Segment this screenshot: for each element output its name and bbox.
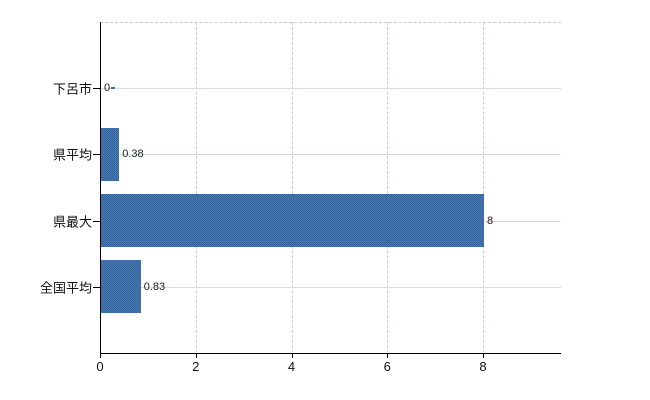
v-gridline	[483, 22, 484, 353]
bar	[101, 260, 141, 314]
x-tick-label: 6	[383, 359, 391, 374]
v-gridline	[195, 22, 197, 353]
h-gridline	[101, 286, 561, 288]
y-tick-mark	[93, 286, 100, 288]
plot-area: 0 0.38 8 0.83	[101, 22, 561, 353]
bar	[101, 194, 484, 248]
y-axis	[100, 22, 101, 354]
h-gridline	[101, 88, 561, 90]
h-gridline	[101, 154, 561, 156]
y-tick-mark	[93, 154, 100, 156]
x-tick-mark	[100, 354, 101, 358]
zero-bar-mark	[111, 87, 115, 90]
value-label: 0.83	[143, 280, 166, 293]
x-tick-mark	[387, 354, 389, 358]
x-tick-label: 2	[192, 359, 200, 374]
value-label: 8	[487, 214, 494, 227]
category-label: 全国平均	[39, 280, 92, 296]
x-tick-mark	[291, 354, 293, 358]
x-tick-mark	[195, 354, 197, 358]
value-label: 0	[104, 82, 111, 95]
v-gridline	[291, 22, 293, 353]
category-label: 県最大	[52, 214, 92, 230]
v-gridline	[387, 22, 389, 353]
x-tick-label: 4	[287, 359, 296, 374]
plot-top-border	[100, 22, 561, 23]
x-axis	[100, 353, 561, 354]
value-label: 0.38	[122, 148, 144, 161]
y-tick-mark	[93, 220, 100, 222]
category-label: 下呂市	[52, 81, 92, 97]
x-tick-label: 0	[96, 359, 104, 374]
x-tick-mark	[483, 354, 484, 358]
bar	[101, 127, 120, 181]
y-tick-mark	[93, 88, 100, 90]
x-tick-label: 8	[479, 359, 487, 374]
category-label: 県平均	[52, 147, 92, 163]
